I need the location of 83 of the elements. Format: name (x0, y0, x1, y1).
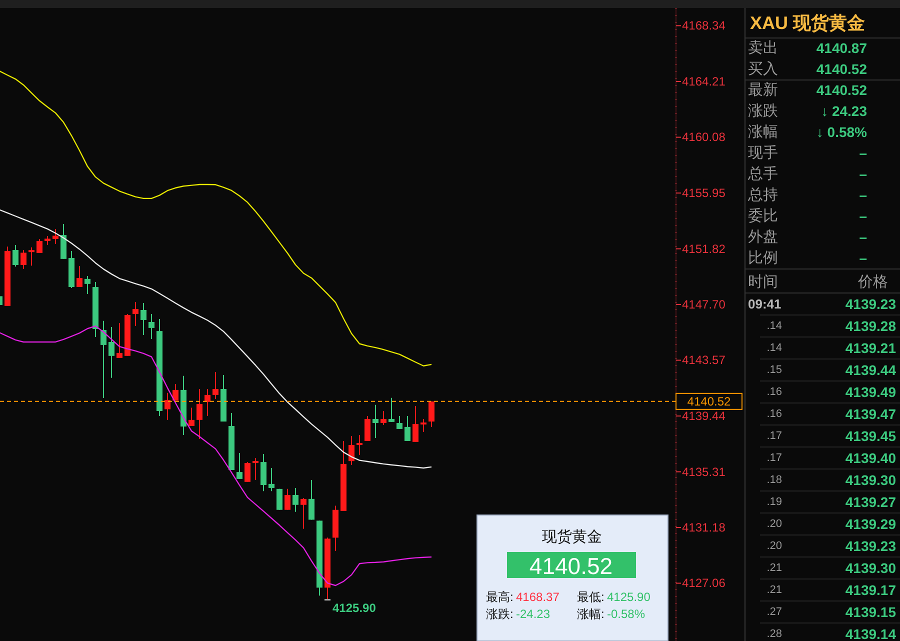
text: 总手 (747, 166, 778, 182)
y-tick-label: 4139.44 (682, 409, 726, 423)
text: 4139.40 (845, 450, 896, 466)
text: .16 (766, 386, 782, 398)
text: 4140.52 (816, 61, 868, 77)
text: 4139.27 (845, 494, 896, 510)
text: ↓ 24.23 (821, 103, 868, 119)
text: 买入 (748, 60, 778, 78)
text: .27 (766, 606, 782, 618)
text: .16 (766, 408, 782, 420)
y-tick-label: 4135.31 (682, 464, 726, 479)
text: 委比 (748, 208, 778, 224)
text: .17 (766, 430, 782, 442)
text: 比例 (748, 250, 778, 266)
text: – (859, 229, 868, 245)
y-tick-label: 4127.06 (682, 576, 726, 590)
text: 4139.21 (845, 340, 896, 356)
y-tick-label: 4164.21 (682, 74, 726, 88)
text: .19 (766, 496, 782, 508)
text: 4139.29 (845, 516, 896, 532)
text: – (859, 166, 868, 182)
text: – (859, 187, 868, 203)
text: 4139.23 (845, 538, 896, 554)
text: 4140.52 (529, 553, 613, 579)
text: 4139.30 (845, 560, 896, 576)
text: .20 (766, 540, 782, 552)
text: -24.23 (516, 607, 550, 621)
text: 卖出 (748, 40, 778, 56)
text: 4140.87 (816, 40, 868, 56)
text: – (859, 145, 868, 161)
ref-line-label: 4140.52 (687, 394, 732, 408)
text: 涨跌: (486, 607, 514, 621)
text: 4125.90 (607, 590, 651, 604)
text: .18 (766, 474, 782, 486)
text: .14 (766, 320, 782, 332)
text: 涨幅: (577, 607, 604, 621)
line-series (0, 70, 432, 366)
text: 价格 (857, 274, 888, 290)
y-tick-label: 4160.08 (682, 130, 726, 144)
text: .17 (766, 452, 782, 464)
text: 4139.14 (845, 626, 896, 641)
y-tick-label: 4131.18 (682, 520, 726, 535)
text: 4168.37 (516, 590, 560, 604)
text: ↓ 0.58% (816, 124, 868, 140)
text: 4139.45 (845, 428, 896, 444)
text: 4139.47 (845, 406, 896, 422)
y-tick-label: 4168.34 (682, 18, 726, 33)
text: 4139.30 (845, 472, 896, 488)
text: 外盘 (748, 228, 778, 246)
text: 时间 (748, 274, 778, 290)
text: XAU 现货黄金 (750, 13, 866, 33)
text: 最新 (748, 82, 778, 98)
text: .21 (766, 562, 782, 574)
text: – (859, 208, 868, 224)
text: .21 (766, 584, 782, 596)
text: 现货黄金 (542, 528, 602, 546)
y-tick-label: 4143.57 (682, 353, 726, 368)
text: .28 (766, 628, 782, 640)
text: 最低: (577, 590, 604, 604)
y-tick-label: 4151.82 (682, 242, 726, 256)
text: -0.58% (607, 607, 646, 621)
text: 4139.23 (845, 296, 896, 312)
text: 涨跌 (748, 102, 778, 120)
text: 涨幅 (748, 124, 778, 140)
text: .15 (766, 364, 782, 376)
text: 4139.28 (845, 318, 896, 334)
y-tick-label: 4147.70 (682, 297, 726, 312)
text: 09:41 (748, 296, 782, 312)
text: 4139.49 (845, 384, 896, 400)
text: 4139.17 (845, 582, 896, 598)
text: 现手 (748, 144, 778, 162)
line-series (0, 325, 432, 586)
text: 4139.15 (845, 604, 896, 620)
text: 4140.52 (816, 82, 868, 98)
text: – (859, 250, 868, 266)
text: .20 (766, 518, 782, 530)
text: 4139.44 (845, 362, 896, 378)
annotation: 4125.90 (332, 600, 376, 615)
y-tick-label: 4155.95 (682, 186, 726, 200)
text: 总持 (747, 186, 778, 204)
text: .14 (766, 342, 782, 354)
line-series (0, 209, 432, 469)
text: 最高: (486, 590, 514, 604)
